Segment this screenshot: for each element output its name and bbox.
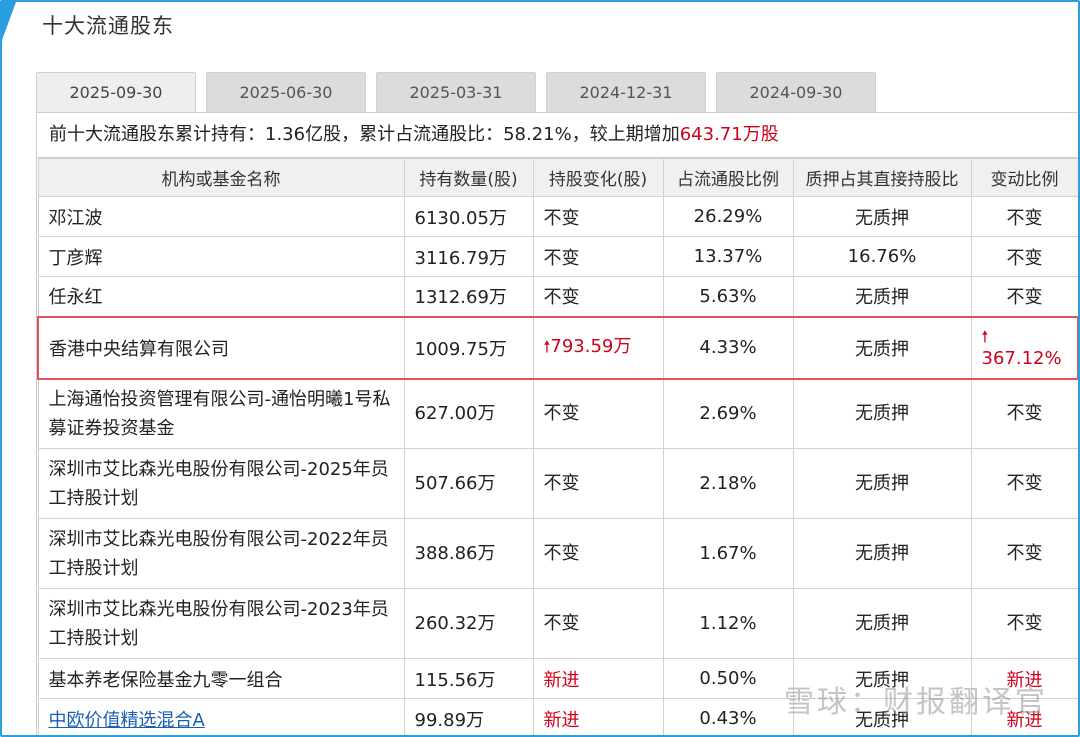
holder-pledge: 无质押 [792,315,972,380]
holder-shares: 627.00万 [403,378,534,449]
holder-change-ratio: 不变 [970,196,1078,237]
col-header-change[interactable]: 持股变化(股) [532,158,664,197]
holder-pledge: 无质押 [792,518,972,589]
tab-2024-09-30[interactable]: 2024-09-30 [716,72,876,112]
holder-name: 深圳市艾比森光电股份有限公司-2022年员工持股计划 [37,518,405,589]
holder-change-ratio: 新进 [970,658,1078,699]
holder-name-cell: 中欧价值精选混合A [37,698,405,735]
tab-2025-03-31[interactable]: 2025-03-31 [376,72,536,112]
table-row: 邓江波 6130.05万 不变 26.29% 无质押 不变 [37,196,1078,237]
table-row: 基本养老保险基金九零一组合 115.56万 新进 0.50% 无质押 新进 [37,658,1078,699]
holder-change: 不变 [532,448,664,519]
holder-ratio: 26.29% [662,196,794,237]
holder-ratio: 0.50% [662,658,794,699]
holder-change: 🠕793.59万 [532,315,664,380]
table-row: 深圳市艾比森光电股份有限公司-2022年员工持股计划 388.86万 不变 1.… [37,518,1078,589]
holder-name: 深圳市艾比森光电股份有限公司-2025年员工持股计划 [37,448,405,519]
holder-change-ratio-value: 367.12% [981,347,1062,369]
summary-text: 前十大流通股东累计持有：1.36亿股，累计占流通股比：58.21%，较上期增加 [49,124,680,145]
holder-change-ratio: 不变 [970,276,1078,317]
col-header-name[interactable]: 机构或基金名称 [37,158,405,197]
table-panel: 前十大流通股东累计持有：1.36亿股，累计占流通股比：58.21%，较上期增加6… [36,112,1078,735]
tab-2024-12-31[interactable]: 2024-12-31 [546,72,706,112]
table-header-row: 机构或基金名称 持有数量(股) 持股变化(股) 占流通股比例 质押占其直接持股比… [37,158,1078,197]
col-header-ratio[interactable]: 占流通股比例 [662,158,794,197]
fund-link[interactable]: 中欧价值精选混合A [48,709,205,731]
holder-name: 任永红 [37,276,405,317]
holder-pledge: 无质押 [792,658,972,699]
holder-change: 不变 [532,236,664,277]
holder-pledge: 无质押 [792,588,972,659]
table-row: 深圳市艾比森光电股份有限公司-2025年员工持股计划 507.66万 不变 2.… [37,448,1078,519]
holder-change-ratio: 🠕 367.12% [970,315,1078,380]
holder-shares: 115.56万 [403,658,534,699]
up-arrow-icon: 🠕 [543,337,551,356]
holder-change-ratio: 不变 [970,448,1078,519]
holder-change: 新进 [532,698,664,735]
holder-change: 不变 [532,196,664,237]
shareholders-table: 机构或基金名称 持有数量(股) 持股变化(股) 占流通股比例 质押占其直接持股比… [37,158,1078,735]
holder-pledge: 无质押 [792,698,972,735]
holder-name: 基本养老保险基金九零一组合 [37,658,405,699]
holder-ratio: 4.33% [662,315,794,380]
holder-shares: 6130.05万 [403,196,534,237]
holder-shares: 507.66万 [403,448,534,519]
col-header-change-ratio[interactable]: 变动比例 [970,158,1078,197]
summary-increase: 643.71万股 [679,124,779,145]
table-row: 中欧价值精选混合A 99.89万 新进 0.43% 无质押 新进 [37,698,1078,735]
table-row: 任永红 1312.69万 不变 5.63% 无质押 不变 [37,276,1078,317]
holder-shares: 3116.79万 [403,236,534,277]
table-row: 深圳市艾比森光电股份有限公司-2023年员工持股计划 260.32万 不变 1.… [37,588,1078,659]
holder-ratio: 0.43% [662,698,794,735]
holder-ratio: 1.67% [662,518,794,589]
holder-pledge: 无质押 [792,448,972,519]
section-title: 十大流通股东 [42,14,174,38]
col-header-pledge[interactable]: 质押占其直接持股比 [792,158,972,197]
col-header-shares[interactable]: 持有数量(股) [403,158,534,197]
holder-ratio: 2.18% [662,448,794,519]
holder-pledge: 16.76% [792,236,972,277]
holder-ratio: 5.63% [662,276,794,317]
holder-pledge: 无质押 [792,378,972,449]
table-row-highlighted: 香港中央结算有限公司 1009.75万 🠕793.59万 4.33% 无质押 🠕… [37,315,1078,380]
holder-pledge: 无质押 [792,276,972,317]
summary-line: 前十大流通股东累计持有：1.36亿股，累计占流通股比：58.21%，较上期增加6… [37,112,1077,158]
holder-ratio: 13.37% [662,236,794,277]
holder-change: 不变 [532,588,664,659]
holder-name: 丁彦辉 [37,236,405,277]
holder-change-ratio: 不变 [970,378,1078,449]
date-tabs: 2025-09-30 2025-06-30 2025-03-31 2024-12… [36,72,876,112]
holder-change: 新进 [532,658,664,699]
holder-change-ratio: 不变 [970,588,1078,659]
table-row: 上海通怡投资管理有限公司-通怡明曦1号私募证券投资基金 627.00万 不变 2… [37,378,1078,449]
holder-change: 不变 [532,276,664,317]
holder-name: 深圳市艾比森光电股份有限公司-2023年员工持股计划 [37,588,405,659]
holder-name: 邓江波 [37,196,405,237]
holder-ratio: 2.69% [662,378,794,449]
holder-ratio: 1.12% [662,588,794,659]
up-arrow-icon: 🠕 [981,326,989,346]
holder-change: 不变 [532,378,664,449]
holder-shares: 1312.69万 [403,276,534,317]
corner-decoration [2,2,16,40]
holder-change-ratio: 新进 [970,698,1078,735]
holder-change-ratio: 不变 [970,236,1078,277]
holder-change-ratio: 不变 [970,518,1078,589]
tab-2025-06-30[interactable]: 2025-06-30 [206,72,366,112]
holder-shares: 99.89万 [403,698,534,735]
holder-shares: 388.86万 [403,518,534,589]
holder-change: 不变 [532,518,664,589]
table-row: 丁彦辉 3116.79万 不变 13.37% 16.76% 不变 [37,236,1078,277]
holder-shares: 1009.75万 [403,315,534,380]
holder-change-value: 793.59万 [550,336,632,357]
tab-2025-09-30[interactable]: 2025-09-30 [36,72,196,112]
holder-pledge: 无质押 [792,196,972,237]
holder-shares: 260.32万 [403,588,534,659]
holder-name: 上海通怡投资管理有限公司-通怡明曦1号私募证券投资基金 [37,378,405,449]
holder-name: 香港中央结算有限公司 [37,315,405,380]
